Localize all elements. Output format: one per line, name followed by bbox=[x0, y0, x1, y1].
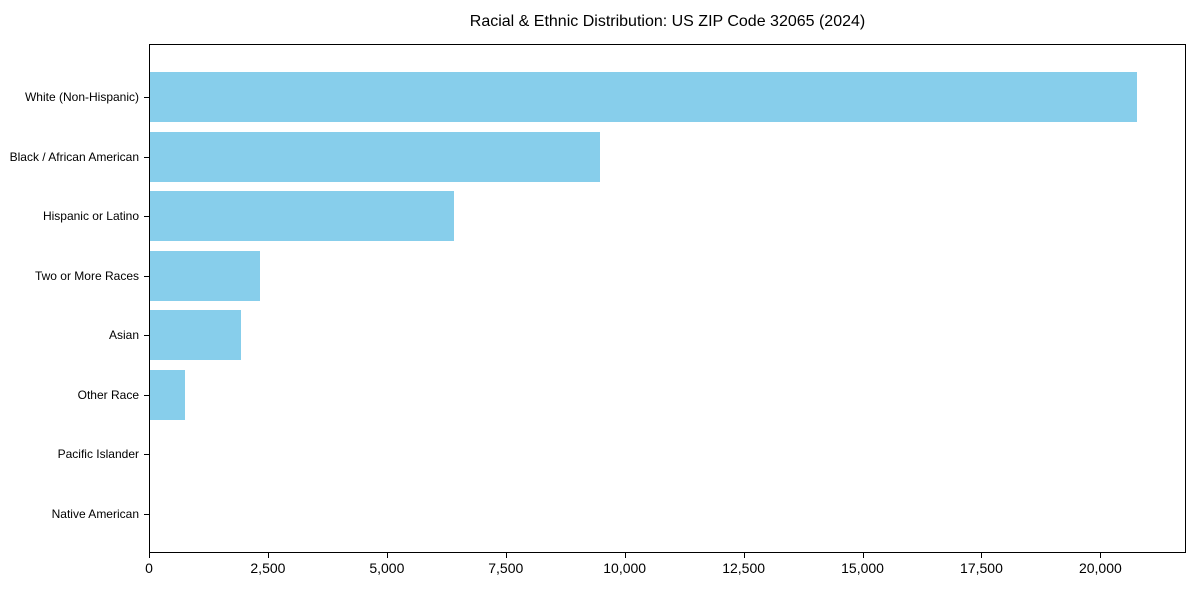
x-tick-mark bbox=[505, 553, 507, 558]
y-tick-label: Hispanic or Latino bbox=[42, 209, 139, 224]
y-tick-mark bbox=[144, 97, 149, 98]
x-tick-label: 5,000 bbox=[369, 560, 405, 576]
x-tick-label: 10,000 bbox=[603, 560, 647, 576]
x-tick-mark bbox=[743, 553, 745, 558]
bar-asian bbox=[150, 310, 241, 361]
y-tick-label: Black / African American bbox=[9, 149, 139, 164]
x-tick-label: 2,500 bbox=[250, 560, 286, 576]
bar-black-african-american bbox=[150, 131, 601, 182]
y-tick-mark bbox=[144, 275, 149, 277]
x-tick-label: 0 bbox=[145, 560, 153, 576]
y-tick-mark bbox=[144, 216, 149, 218]
y-tick-label: Other Race bbox=[77, 387, 139, 402]
y-tick-mark bbox=[144, 454, 149, 456]
x-tick-mark bbox=[149, 553, 150, 558]
bar-white-non-hispanic bbox=[150, 72, 1138, 122]
y-tick-label: Asian bbox=[108, 328, 139, 343]
x-tick-label: 7,500 bbox=[488, 560, 524, 576]
plot-area bbox=[149, 44, 1186, 553]
x-tick-label: 15,000 bbox=[841, 560, 884, 576]
x-tick-mark bbox=[624, 553, 626, 558]
x-tick-mark bbox=[386, 553, 388, 558]
x-tick-mark bbox=[267, 553, 269, 558]
y-tick-label: Two or More Races bbox=[34, 268, 139, 283]
y-tick-mark bbox=[144, 335, 149, 337]
y-tick-label: Pacific Islander bbox=[57, 447, 139, 462]
bar-hispanic-or-latino bbox=[150, 191, 454, 242]
y-tick-mark bbox=[144, 156, 149, 158]
x-tick-label: 20,000 bbox=[1078, 560, 1122, 576]
chart-title: Racial & Ethnic Distribution: US ZIP Cod… bbox=[469, 13, 866, 30]
y-tick-label: Native American bbox=[51, 506, 139, 521]
x-tick-label: 17,500 bbox=[960, 560, 1003, 576]
bar-two-or-more-races bbox=[150, 250, 260, 301]
x-tick-mark bbox=[981, 553, 983, 558]
x-tick-mark bbox=[1100, 553, 1102, 558]
bar-other-race bbox=[150, 369, 186, 420]
y-tick-mark bbox=[144, 513, 149, 515]
x-tick-label: 12,500 bbox=[722, 560, 766, 576]
y-tick-mark bbox=[144, 394, 149, 396]
x-tick-mark bbox=[862, 553, 864, 558]
y-tick-label: White (Non-Hispanic) bbox=[24, 90, 139, 104]
